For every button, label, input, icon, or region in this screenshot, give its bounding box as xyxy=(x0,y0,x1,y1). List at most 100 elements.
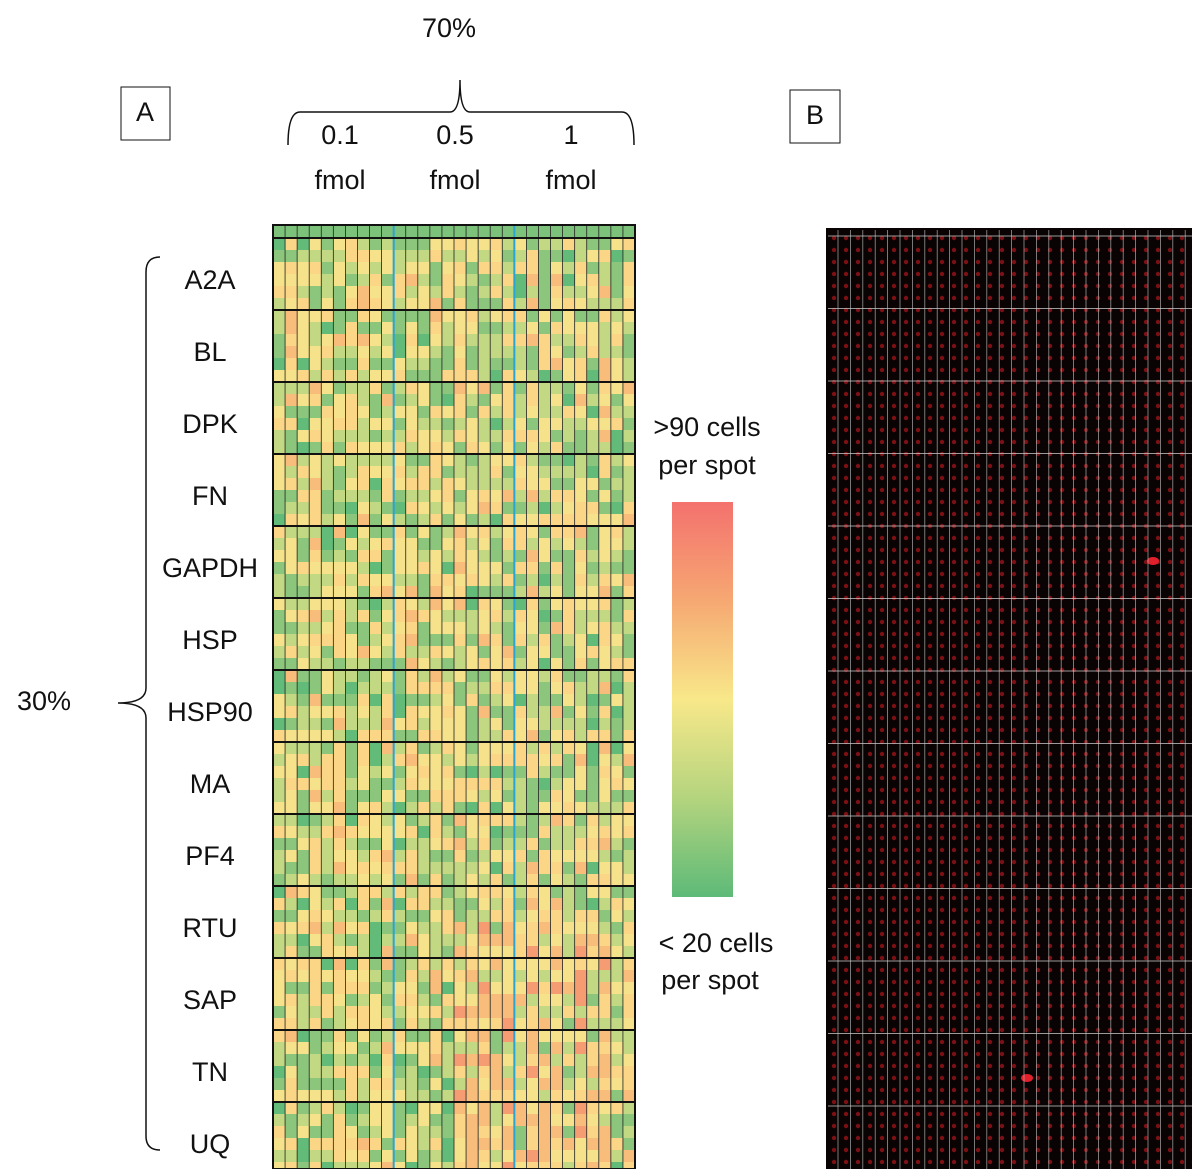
heat-cell xyxy=(454,346,467,359)
heat-cell xyxy=(466,334,479,347)
heat-cell xyxy=(321,490,334,503)
heat-cell xyxy=(333,670,346,683)
heat-cell xyxy=(369,250,382,263)
heat-cell xyxy=(550,1162,563,1174)
heat-cell xyxy=(586,802,600,815)
heat-cell xyxy=(478,970,491,983)
heat-cell xyxy=(574,598,588,611)
heat-cell xyxy=(441,778,455,791)
heat-cell xyxy=(610,946,624,959)
heat-cell xyxy=(562,886,575,899)
heat-cell xyxy=(273,1114,286,1127)
heat-cell xyxy=(381,418,394,431)
heat-cell xyxy=(321,694,334,707)
heat-cell xyxy=(586,922,600,935)
heat-cell xyxy=(393,718,407,731)
heat-cell xyxy=(309,802,322,815)
heat-cell xyxy=(297,406,310,419)
heat-cell xyxy=(369,586,382,599)
heat-cell xyxy=(393,766,407,779)
heat-cell xyxy=(454,982,467,995)
heat-cell xyxy=(429,1150,443,1163)
heat-cell xyxy=(562,682,575,695)
heat-cell xyxy=(357,430,370,443)
panel-label: A xyxy=(136,97,154,127)
heat-cell xyxy=(405,922,419,935)
heat-cell xyxy=(610,838,624,851)
heat-cell xyxy=(550,490,563,503)
heat-cell xyxy=(369,346,382,359)
heat-cell xyxy=(297,334,310,347)
heat-cell xyxy=(309,670,322,683)
heat-cell xyxy=(526,502,539,515)
heat-cell xyxy=(574,934,588,947)
heat-cell xyxy=(490,406,503,419)
heat-cell xyxy=(454,970,467,983)
heat-cell xyxy=(538,514,551,527)
heat-cell xyxy=(333,610,346,623)
heat-cell xyxy=(598,1102,612,1115)
heat-cell xyxy=(321,802,334,815)
heat-cell xyxy=(454,490,467,503)
heat-cell xyxy=(405,1090,419,1103)
heat-cell xyxy=(574,1114,588,1127)
heat-cell xyxy=(405,1066,419,1079)
heat-cell xyxy=(369,682,382,695)
heat-cell xyxy=(333,1018,346,1031)
heat-cell xyxy=(586,1162,600,1174)
heat-cell xyxy=(538,358,551,371)
heat-cell xyxy=(598,862,612,875)
heat-cell xyxy=(514,898,527,911)
heat-cell xyxy=(309,850,322,863)
heat-cell xyxy=(381,814,394,827)
heat-cell xyxy=(562,850,575,863)
heat-cell xyxy=(309,1006,322,1019)
heat-cell xyxy=(514,562,527,575)
heat-cell xyxy=(333,514,346,527)
heat-cell xyxy=(333,502,346,515)
heat-cell xyxy=(466,826,479,839)
heat-cell xyxy=(333,442,346,455)
heat-cell xyxy=(333,646,346,659)
heat-cell xyxy=(574,1006,588,1019)
heat-cell xyxy=(345,970,358,983)
heat-cell xyxy=(574,574,588,587)
heat-cell xyxy=(514,826,527,839)
heat-cell xyxy=(610,1102,624,1115)
heat-cell xyxy=(622,1030,636,1043)
heat-cell xyxy=(333,1030,346,1043)
heat-cell xyxy=(381,718,394,731)
heat-cell xyxy=(285,598,298,611)
heat-cell xyxy=(490,1138,503,1151)
heat-cell xyxy=(345,634,358,647)
heat-cell xyxy=(381,550,394,563)
heat-cell xyxy=(490,298,503,311)
heat-cell xyxy=(466,838,479,851)
heat-cell xyxy=(538,1078,551,1091)
heat-cell xyxy=(538,898,551,911)
heat-cell xyxy=(622,802,636,815)
heat-cell xyxy=(586,670,600,683)
heat-cell xyxy=(381,982,394,995)
heat-cell xyxy=(478,502,491,515)
heat-cell xyxy=(405,286,419,299)
heat-cell xyxy=(381,310,394,323)
heat-cell xyxy=(405,454,419,467)
heat-cell xyxy=(285,874,298,887)
heat-cell xyxy=(333,1138,346,1151)
heat-cell xyxy=(574,838,588,851)
heat-cell xyxy=(538,1162,551,1174)
heat-cell xyxy=(526,250,539,263)
heat-cell xyxy=(514,286,527,299)
heat-cell xyxy=(562,1018,575,1031)
heat-cell xyxy=(369,262,382,275)
heat-cell xyxy=(321,1090,334,1103)
heat-cell xyxy=(514,454,527,467)
heat-cell xyxy=(405,538,419,551)
heat-cell xyxy=(454,298,467,311)
heat-cell xyxy=(562,1114,575,1127)
heat-cell xyxy=(405,1126,419,1139)
heat-cell xyxy=(285,658,298,671)
heat-cell xyxy=(562,574,575,587)
heat-cell xyxy=(273,310,286,323)
